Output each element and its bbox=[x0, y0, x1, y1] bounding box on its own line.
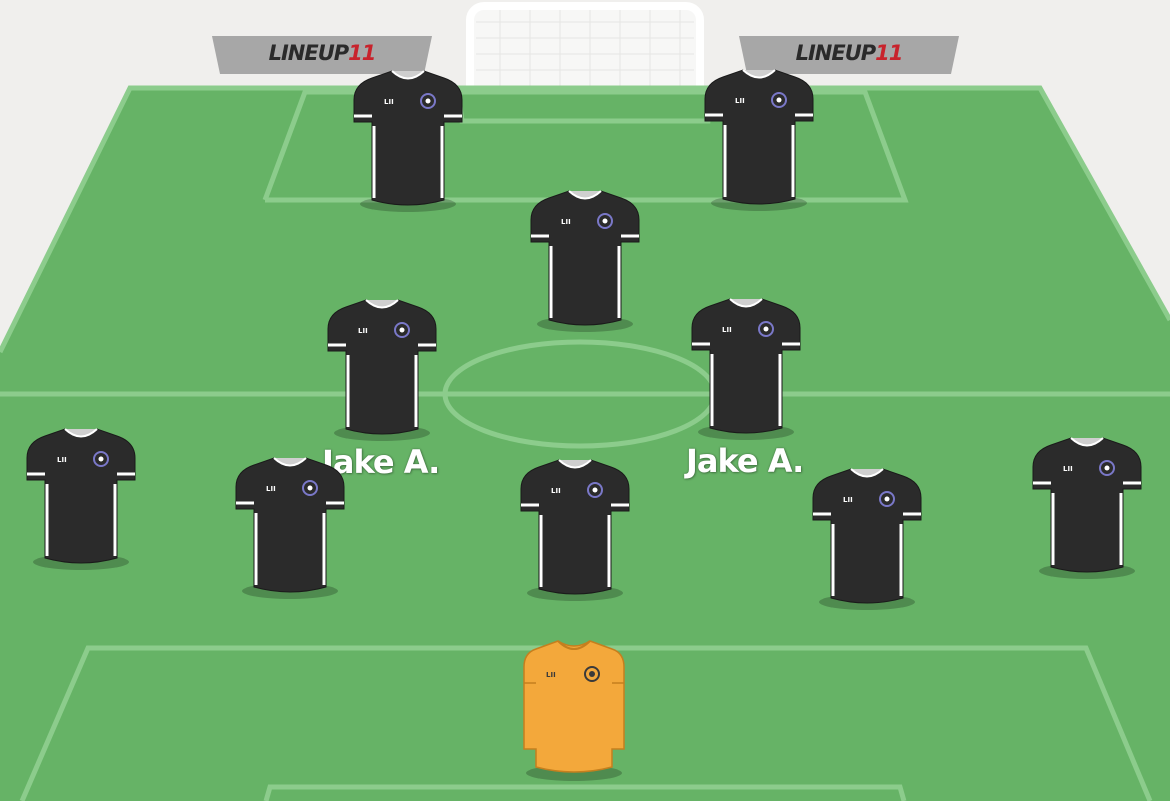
shirt-icon: LII bbox=[690, 296, 802, 440]
brand-wordmark: LINEUP bbox=[268, 41, 350, 65]
player-st-right[interactable]: LII bbox=[703, 67, 815, 211]
shirt-icon: LII bbox=[326, 297, 438, 441]
brand-number: 11 bbox=[348, 41, 376, 65]
player-cm-right[interactable]: LII Jake A. bbox=[686, 296, 804, 480]
svg-text:LII: LII bbox=[1063, 465, 1073, 473]
player-lb[interactable]: LII bbox=[25, 426, 137, 570]
svg-text:LII: LII bbox=[722, 326, 732, 334]
svg-text:LII: LII bbox=[735, 97, 745, 105]
svg-text:LII: LII bbox=[266, 485, 276, 493]
player-rcb[interactable]: LII bbox=[811, 466, 923, 610]
svg-text:LII: LII bbox=[561, 218, 571, 226]
shirt-icon: LII bbox=[352, 68, 464, 212]
sponsor-board-right: LINEUP11 bbox=[739, 36, 959, 76]
player-gk[interactable]: LII bbox=[518, 637, 630, 781]
player-rb[interactable]: LII bbox=[1031, 435, 1143, 579]
player-cb[interactable]: LII bbox=[519, 457, 631, 601]
brand-number: 11 bbox=[875, 41, 903, 65]
shirt-icon: LII bbox=[1031, 435, 1143, 579]
player-cm-left[interactable]: LII Jake A. bbox=[322, 297, 440, 481]
brand-wordmark: LINEUP bbox=[795, 41, 877, 65]
svg-text:LII: LII bbox=[384, 98, 394, 106]
player-lcb[interactable]: LII bbox=[234, 455, 346, 599]
player-st-left[interactable]: LII bbox=[352, 68, 464, 212]
svg-text:LII: LII bbox=[843, 496, 853, 504]
shirt-icon: LII bbox=[25, 426, 137, 570]
svg-text:LII: LII bbox=[546, 671, 556, 679]
sponsor-logo: LINEUP11 bbox=[739, 41, 959, 65]
shirt-icon: LII bbox=[234, 455, 346, 599]
sponsor-logo: LINEUP11 bbox=[212, 41, 432, 65]
goalkeeper-shirt-icon: LII bbox=[518, 637, 630, 781]
shirt-icon: LII bbox=[519, 457, 631, 601]
player-cam[interactable]: LII bbox=[529, 188, 641, 332]
svg-text:LII: LII bbox=[551, 487, 561, 495]
svg-text:LII: LII bbox=[358, 327, 368, 335]
player-name: Jake A. bbox=[322, 443, 440, 481]
player-name: Jake A. bbox=[686, 442, 804, 480]
shirt-icon: LII bbox=[811, 466, 923, 610]
shirt-icon: LII bbox=[703, 67, 815, 211]
shirt-icon: LII bbox=[529, 188, 641, 332]
svg-text:LII: LII bbox=[57, 456, 67, 464]
sponsor-board-left: LINEUP11 bbox=[212, 36, 432, 76]
